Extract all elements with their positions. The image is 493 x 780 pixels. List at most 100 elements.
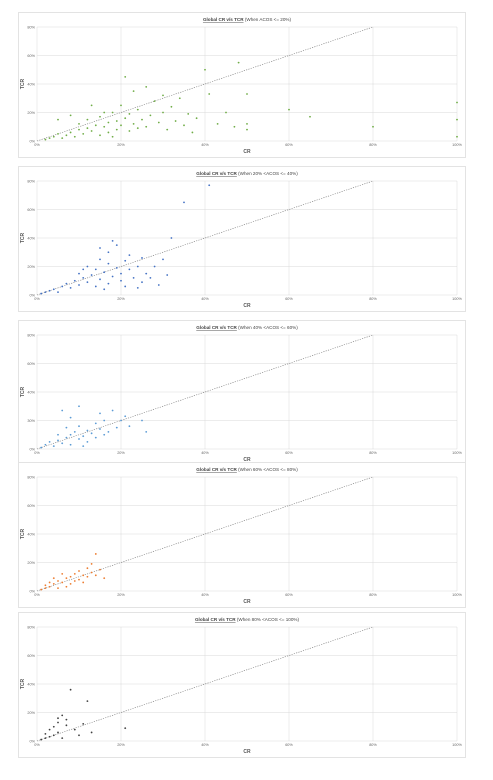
data-point: [48, 585, 51, 588]
data-point: [44, 291, 47, 294]
x-tick-label: 80%: [369, 143, 377, 147]
data-point: [120, 419, 122, 422]
data-point: [78, 425, 80, 428]
data-point: [65, 134, 68, 137]
data-point: [78, 272, 80, 275]
data-point: [187, 113, 190, 115]
data-point: [309, 115, 311, 118]
y-axis-label: TCR: [20, 528, 26, 539]
data-point: [103, 433, 106, 436]
x-tick-label: 60%: [285, 143, 293, 147]
data-point: [44, 732, 47, 735]
data-point: [107, 262, 110, 265]
data-point: [82, 445, 85, 448]
data-point: [69, 416, 72, 419]
chart-panel-5: Global CR v/s TCR (When 80% <ACOS <= 100…: [18, 612, 466, 758]
data-point: [157, 284, 160, 286]
y-tick-label: 0%: [30, 447, 36, 451]
data-point: [120, 124, 122, 127]
x-tick-label: 20%: [117, 593, 125, 597]
data-point: [149, 277, 152, 279]
data-point: [40, 446, 43, 449]
y-tick-label: 30%: [27, 419, 35, 423]
y-tick-label: 20%: [27, 711, 35, 715]
data-point: [115, 244, 118, 247]
data-point: [99, 247, 101, 249]
chart-title-bold: Global CR v/s TCR: [203, 17, 244, 22]
data-point: [246, 93, 248, 95]
data-point: [48, 137, 51, 140]
data-point: [94, 574, 97, 577]
data-point: [111, 239, 114, 242]
data-point: [52, 734, 55, 737]
data-point: [120, 279, 122, 282]
y-tick-label: 60%: [27, 504, 35, 508]
chart-panel-2: Global CR v/s TCR (When 20% <ACOS <= 40%…: [18, 166, 466, 312]
data-point: [99, 115, 101, 118]
data-point: [162, 94, 164, 97]
data-point: [124, 259, 127, 262]
data-point: [65, 718, 68, 721]
x-tick-label: 100%: [452, 297, 462, 301]
y-tick-label: 40%: [27, 82, 35, 86]
data-point: [61, 137, 64, 140]
data-point: [69, 443, 72, 446]
data-point: [204, 68, 206, 71]
data-point: [86, 440, 89, 443]
data-point: [78, 438, 80, 440]
data-point: [145, 125, 148, 128]
data-point: [52, 445, 55, 448]
data-point: [99, 428, 101, 430]
x-tick-label: 40%: [201, 297, 209, 301]
x-axis-label: CR: [243, 457, 251, 463]
data-point: [124, 415, 127, 418]
data-point: [132, 90, 135, 93]
data-point: [44, 138, 47, 141]
y-tick-label: 20%: [27, 111, 35, 115]
data-point: [166, 128, 169, 131]
x-tick-label: 80%: [369, 743, 377, 747]
data-point: [69, 433, 72, 436]
data-point: [69, 575, 72, 578]
data-point: [115, 128, 118, 131]
data-point: [115, 426, 118, 429]
x-axis-label: CR: [243, 149, 251, 155]
chart-title-bold: Global CR v/s TCR: [196, 325, 237, 330]
data-point: [40, 738, 43, 741]
data-point: [141, 281, 143, 284]
data-point: [149, 114, 152, 117]
data-point: [237, 61, 240, 64]
data-point: [107, 131, 110, 134]
y-tick-label: 0%: [30, 739, 36, 743]
x-tick-label: 60%: [285, 451, 293, 455]
data-point: [246, 123, 248, 125]
data-point: [288, 108, 290, 111]
x-tick-label: 0%: [34, 451, 40, 455]
y-tick-label: 40%: [27, 682, 35, 686]
data-point: [90, 432, 93, 435]
scatter-chart: Global CR v/s TCR (When 40% <ACOS <= 60%…: [20, 325, 462, 463]
data-point: [57, 731, 59, 734]
x-axis-label: CR: [243, 599, 251, 605]
x-tick-label: 40%: [201, 743, 209, 747]
data-point: [90, 104, 93, 107]
data-point: [78, 405, 80, 408]
data-point: [103, 271, 106, 274]
data-point: [456, 135, 458, 138]
data-point: [103, 419, 106, 422]
data-point: [162, 111, 164, 114]
chart-title-rest: (When 20% <ACOS <= 40%): [237, 171, 298, 176]
data-point: [128, 254, 131, 256]
x-tick-label: 60%: [285, 743, 293, 747]
data-point: [141, 419, 143, 422]
data-point: [40, 588, 43, 591]
data-point: [48, 440, 51, 443]
data-point: [99, 258, 101, 261]
chart-title: Global CR v/s TCR (When ACOS <= 20%): [203, 17, 292, 22]
data-point: [162, 258, 164, 261]
y-tick-label: 80%: [27, 333, 35, 337]
chart-title-rest: (When 80% <ACOS <= 100%): [236, 617, 300, 622]
trendline: [36, 180, 374, 296]
x-tick-label: 20%: [117, 451, 125, 455]
chart-title: Global CR v/s TCR (When 60% <ACOS <= 80%…: [196, 467, 298, 472]
